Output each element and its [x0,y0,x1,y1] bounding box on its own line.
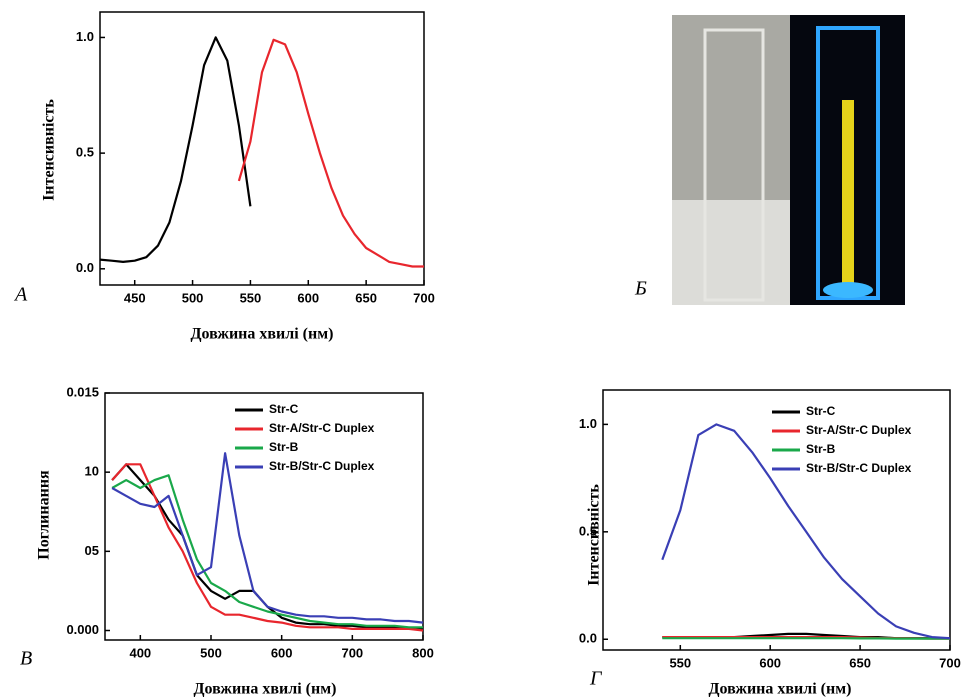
panel-label: А [13,284,28,306]
glow-beam [842,100,854,285]
x-tick-label: 700 [939,655,961,670]
y-tick-label: 0.000 [66,622,99,637]
y-tick-label: 0.5 [76,145,94,160]
legend-label: Str-C [269,402,299,416]
y-tick-label: 10 [85,464,99,479]
series-line [661,423,951,640]
y-tick-label: 0.015 [66,384,99,399]
legend-label: Str-B/Str-C Duplex [806,461,912,475]
y-tick-label: 0.5 [579,523,597,538]
x-axis-label: Довжина хвилі (нм) [709,681,852,698]
chart: 450 500 550 600 650 700 0.0 0.5 1.0 Довжина хвилі… [13,11,435,343]
photo-table [672,200,790,305]
x-tick-label: 450 [124,290,146,305]
x-tick-label: 600 [271,645,293,660]
x-tick-label: 700 [413,290,435,305]
glow-base [823,282,873,298]
x-tick-label: 600 [759,655,781,670]
chart: 550 600 650 700 0.0 0.5 1.0 Str-C Str-A/Str-C Du… [579,389,961,698]
y-tick-label: 0.0 [579,631,597,646]
photo: Б [634,15,905,305]
chart: 400 500 600 700 800 0.000 05 10 0.015 Str-C Str-A/… [20,384,434,697]
legend-label: Str-A/Str-C Duplex [269,421,375,435]
panel-label: Б [634,278,647,300]
legend-label: Str-C [806,404,836,418]
y-tick-label: 1.0 [579,416,597,431]
x-tick-label: 700 [341,645,363,660]
y-tick-label: 1.0 [76,29,94,44]
legend-label: Str-B [269,440,299,454]
plot-frame [104,392,424,641]
x-axis-label: Довжина хвилі (нм) [191,326,334,343]
series-line [111,463,424,632]
x-axis-label: Довжина хвилі (нм) [194,681,337,698]
x-tick-label: 650 [849,655,871,670]
y-axis-label: Поглинання [36,470,53,560]
x-tick-label: 500 [182,290,204,305]
legend-label: Str-A/Str-C Duplex [806,423,912,437]
panel-label: Г [589,668,603,690]
y-tick-label: 05 [85,543,99,558]
x-tick-label: 500 [200,645,222,660]
y-axis-label: Інтенсивність [586,484,603,586]
cuvette-left [703,28,765,302]
series-line [111,474,423,629]
x-tick-label: 650 [355,290,377,305]
panel-label: В [20,648,32,670]
x-tick-label: 600 [297,290,319,305]
series-line [99,36,252,263]
x-tick-label: 550 [240,290,262,305]
legend-label: Str-B [806,442,836,456]
y-axis-label: Інтенсивність [41,99,58,201]
x-tick-label: 800 [412,645,434,660]
plot-frame [602,389,951,651]
y-tick-label: 0.0 [76,260,94,275]
x-tick-label: 400 [129,645,151,660]
series-line [237,38,424,268]
plot-frame [99,11,425,286]
x-tick-label: 550 [669,655,691,670]
legend-label: Str-B/Str-C Duplex [269,459,375,473]
series-line [111,452,424,624]
series-line [111,463,423,630]
